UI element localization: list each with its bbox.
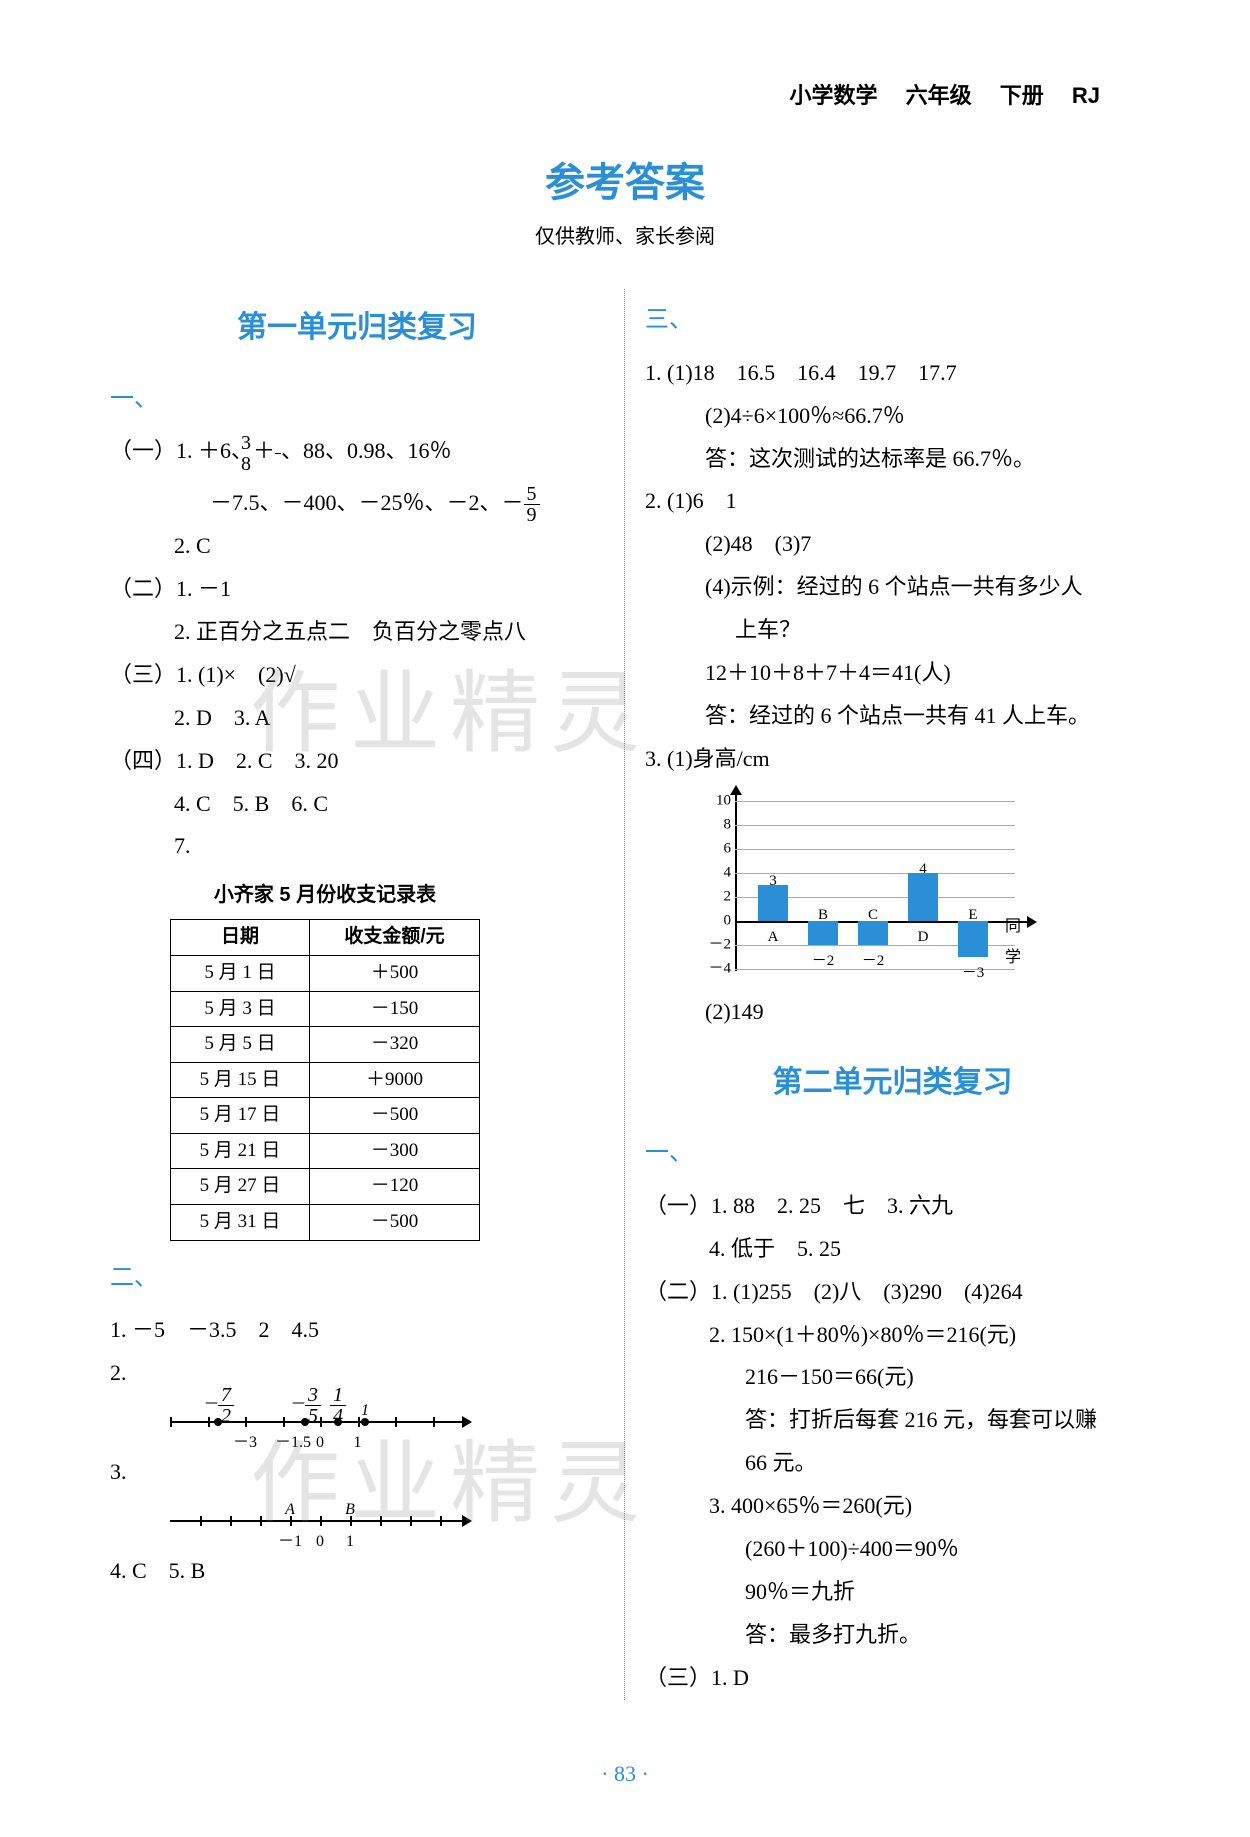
answer-line: 4. C 5. B 6. C xyxy=(110,783,604,826)
answer-line: (2)48 (3)7 xyxy=(645,523,1140,566)
answer-line: －7.5、－400、－25％、－2、－59 xyxy=(110,482,604,525)
table-title: 小齐家 5 月份收支记录表 xyxy=(170,876,480,915)
table-row: 5 月 3 日－150 xyxy=(171,991,480,1027)
table-cell: 5 月 31 日 xyxy=(171,1205,310,1241)
content-columns: 第一单元归类复习 一、 （一）1. ＋6、＋38、88、0.98、16％ －7.… xyxy=(90,289,1160,1700)
table-row: 5 月 15 日＋9000 xyxy=(171,1062,480,1098)
unit2-title: 第二单元归类复习 xyxy=(645,1054,1140,1113)
answer-line: 2. (1)6 1 xyxy=(645,480,1140,523)
answer-line: 4. 低于 5. 25 xyxy=(645,1228,1140,1271)
number-line-2: －101AB xyxy=(170,1494,470,1550)
section-3: 三、 xyxy=(645,297,1140,344)
answer-line: (4)示例：经过的 6 个站点一共有多少人 xyxy=(645,566,1140,609)
text: －7.5、－400、－25％、－2、－ xyxy=(210,490,524,515)
text: 、88、0.98、16％ xyxy=(281,438,452,463)
answer-line: 7. xyxy=(110,825,604,868)
answer-line: （一）1. 88 2. 25 七 3. 六九 xyxy=(645,1185,1140,1228)
table-row: 5 月 17 日－500 xyxy=(171,1098,480,1134)
fraction: 59 xyxy=(524,484,540,525)
table-cell: －320 xyxy=(310,1027,480,1063)
table-cell: 5 月 3 日 xyxy=(171,991,310,1027)
table-cell: 5 月 21 日 xyxy=(171,1133,310,1169)
table-cell: －120 xyxy=(310,1169,480,1205)
answer-line: 3. 400×65％＝260(元) xyxy=(645,1485,1140,1528)
answer-line: 2. xyxy=(110,1352,604,1395)
header-code: RJ xyxy=(1072,83,1100,108)
answer-line: （二）1. (1)255 (2)八 (3)290 (4)264 xyxy=(645,1271,1140,1314)
answer-line: 答：经过的 6 个站点一共有 41 人上车。 xyxy=(645,695,1140,738)
header-grade: 六年级 xyxy=(906,83,972,108)
ledger-table: 日期 收支金额/元 5 月 1 日＋5005 月 3 日－1505 月 5 日－… xyxy=(170,919,480,1240)
answer-line: 2. 正百分之五点二 负百分之零点八 xyxy=(110,611,604,654)
answer-line: 66 元。 xyxy=(645,1442,1140,1485)
table-cell: ＋500 xyxy=(310,955,480,991)
answer-line: 216－150＝66(元) xyxy=(645,1356,1140,1399)
table-row: 5 月 1 日＋500 xyxy=(171,955,480,991)
section-1b: 一、 xyxy=(645,1130,1140,1177)
main-title: 参考答案 xyxy=(90,150,1160,208)
answer-line: 答：打折后每套 216 元，每套可以赚 xyxy=(645,1399,1140,1442)
answer-line: 2. 150×(1＋80％)×80％＝216(元) xyxy=(645,1314,1140,1357)
table-cell: 5 月 1 日 xyxy=(171,955,310,991)
answer-line: 答：最多打九折。 xyxy=(645,1614,1140,1657)
answer-line: 4. C 5. B xyxy=(110,1550,604,1593)
header-volume: 下册 xyxy=(1000,83,1044,108)
header-info: 小学数学 六年级 下册 RJ xyxy=(789,78,1100,110)
answer-line: 2. D 3. A xyxy=(110,697,604,740)
column-left: 第一单元归类复习 一、 （一）1. ＋6、＋38、88、0.98、16％ －7.… xyxy=(90,289,625,1700)
table-cell: －150 xyxy=(310,991,480,1027)
table-row: 5 月 31 日－500 xyxy=(171,1205,480,1241)
answer-line: （三）1. (1)× (2)√ xyxy=(110,654,604,697)
number-line-1: －3－1.501－72－35141 xyxy=(170,1395,470,1451)
header-course: 小学数学 xyxy=(789,83,877,108)
answer-line: （二）1. －1 xyxy=(110,568,604,611)
table-cell: 5 月 15 日 xyxy=(171,1062,310,1098)
height-bar-chart: 1086420－2－43A－2B－2C4D－3E同学 xyxy=(695,781,1035,981)
unit1-title: 第一单元归类复习 xyxy=(110,299,604,358)
table-cell: －500 xyxy=(310,1098,480,1134)
answer-line: (2)4÷6×100％≈66.7％ xyxy=(645,395,1140,438)
table-header: 日期 xyxy=(171,920,310,956)
answer-line: 2. C xyxy=(110,525,604,568)
table-cell: －300 xyxy=(310,1133,480,1169)
answer-line: （四）1. D 2. C 3. 20 xyxy=(110,740,604,783)
answer-line: 上车？ xyxy=(645,609,1140,652)
section-2: 二、 xyxy=(110,1255,604,1302)
answer-line: (260＋100)÷400＝90％ xyxy=(645,1528,1140,1571)
answer-line: 3. (1)身高/cm xyxy=(645,738,1140,781)
table-row: 5 月 27 日－120 xyxy=(171,1169,480,1205)
table-cell: 5 月 5 日 xyxy=(171,1027,310,1063)
table-cell: ＋9000 xyxy=(310,1062,480,1098)
answer-line: 1. (1)18 16.5 16.4 19.7 17.7 xyxy=(645,352,1140,395)
page-number: · 83 · xyxy=(0,1761,1250,1787)
answer-line: 12＋10＋8＋7＋4＝41(人) xyxy=(645,652,1140,695)
text: 7. xyxy=(174,833,191,858)
section-1: 一、 xyxy=(110,376,604,423)
table-row: 5 月 21 日－300 xyxy=(171,1133,480,1169)
table-cell: 5 月 17 日 xyxy=(171,1098,310,1134)
column-right: 三、 1. (1)18 16.5 16.4 19.7 17.7 (2)4÷6×1… xyxy=(625,289,1160,1700)
table-cell: －500 xyxy=(310,1205,480,1241)
table-header: 收支金额/元 xyxy=(310,920,480,956)
answer-line: (2)149 xyxy=(645,991,1140,1034)
subtitle: 仅供教师、家长参阅 xyxy=(90,220,1160,249)
answer-line: 1. －5 －3.5 2 4.5 xyxy=(110,1309,604,1352)
answer-line: 90％＝九折 xyxy=(645,1571,1140,1614)
answer-line: （三）1. D xyxy=(645,1657,1140,1700)
answer-line: 答：这次测试的达标率是 66.7％。 xyxy=(645,438,1140,481)
table-row: 5 月 5 日－320 xyxy=(171,1027,480,1063)
table-cell: 5 月 27 日 xyxy=(171,1169,310,1205)
answer-line: （一）1. ＋6、＋38、88、0.98、16％ xyxy=(110,430,604,473)
